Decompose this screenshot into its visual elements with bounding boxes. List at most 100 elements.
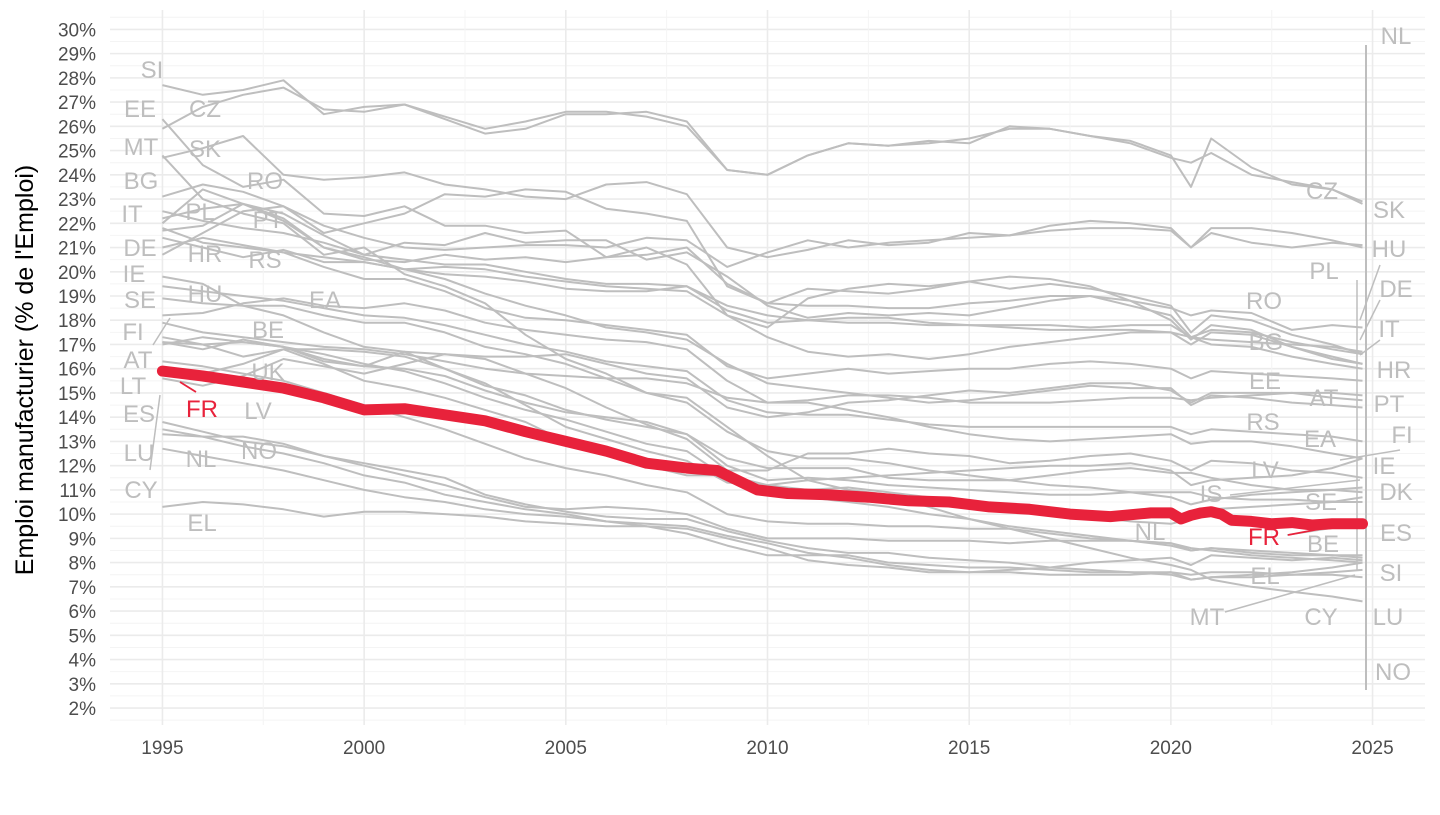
y-tick-label: 13% bbox=[58, 432, 96, 453]
series-label-end-lv: LV bbox=[1251, 457, 1279, 484]
series-label-start-pt: PT bbox=[253, 207, 284, 234]
series-label-start-uk: UK bbox=[251, 359, 284, 386]
label-leader-line bbox=[1359, 339, 1381, 356]
x-axis-ticks: 1995 2000 2005 2010 2015 2020 2025 bbox=[141, 738, 1393, 759]
y-tick-label: 21% bbox=[58, 239, 96, 260]
y-tick-label: 26% bbox=[58, 117, 96, 138]
series-label-start-pl: PL bbox=[185, 199, 214, 226]
y-tick-label: 19% bbox=[58, 287, 96, 308]
series-line-rs bbox=[162, 236, 1363, 365]
label-leader-line bbox=[1359, 299, 1381, 341]
series-label-start-at: AT bbox=[124, 347, 153, 374]
series-label-end-ea: EA bbox=[1304, 426, 1336, 453]
series-line-el bbox=[162, 501, 1363, 574]
series-line-ea bbox=[162, 285, 1363, 443]
series-line-cz bbox=[161, 86, 1363, 205]
series-label-start-es: ES bbox=[123, 401, 155, 428]
y-tick-label: 10% bbox=[58, 505, 96, 526]
y-tick-label: 6% bbox=[69, 602, 97, 623]
y-axis-ticks: 2% 3% 4% 5% 6% 7% 8% 9% 10% 11% 12% 13% 14% 15% 16% 17%… bbox=[58, 20, 96, 720]
y-tick-label: 27% bbox=[58, 93, 96, 114]
series-label-start-mt: MT bbox=[124, 134, 159, 161]
series-label-end-ie: IE bbox=[1373, 453, 1396, 480]
series-label-end-rs: RS bbox=[1246, 409, 1279, 436]
series-label-start-si: SI bbox=[141, 57, 164, 84]
y-tick-label: 11% bbox=[59, 481, 96, 502]
series-label-start-ee: EE bbox=[124, 96, 156, 123]
series-line-bg bbox=[161, 188, 1363, 370]
y-tick-label: 2% bbox=[69, 699, 97, 720]
series-label-start-sk: SK bbox=[189, 136, 221, 163]
series-label-end-mt: MT bbox=[1190, 604, 1225, 631]
x-tick-label: 2015 bbox=[948, 738, 990, 759]
y-tick-label: 17% bbox=[58, 335, 96, 356]
series-line-nl bbox=[162, 421, 1363, 557]
series-label-start-de: DE bbox=[123, 235, 156, 262]
series-label-end-sk: SK bbox=[1373, 197, 1405, 224]
series-label-end-el: EL bbox=[1250, 563, 1279, 590]
series-label-start-fr: FR bbox=[186, 396, 218, 423]
y-tick-label: 4% bbox=[69, 651, 97, 672]
series-label-end-it: IT bbox=[1378, 316, 1400, 343]
series-label-start-ro: RO bbox=[247, 168, 283, 195]
series-line-se bbox=[162, 297, 1363, 506]
series-line-it bbox=[162, 210, 1363, 356]
series-label-end-lu: LU bbox=[1373, 604, 1404, 631]
label-leader-line bbox=[149, 394, 161, 471]
series-label-start-hr: HR bbox=[188, 241, 223, 268]
series-label-end-at: AT bbox=[1310, 385, 1339, 412]
series-line-ie bbox=[162, 275, 1363, 487]
y-tick-label: 9% bbox=[69, 529, 97, 550]
label-leader-line bbox=[1224, 574, 1356, 613]
y-tick-label: 8% bbox=[69, 554, 97, 575]
series-line-fr bbox=[156, 365, 1368, 531]
series-label-end-nl: NL bbox=[1135, 519, 1166, 546]
x-tick-label: 2005 bbox=[545, 738, 587, 759]
series-label-end-de: DE bbox=[1379, 276, 1412, 303]
series-label-start-se: SE bbox=[124, 287, 156, 314]
y-tick-label: 3% bbox=[69, 675, 97, 696]
series-label-start-it: IT bbox=[121, 201, 143, 228]
y-tick-label: 25% bbox=[58, 142, 96, 163]
series-label-end-hu: HU bbox=[1372, 236, 1407, 263]
series-line-si bbox=[162, 79, 1363, 203]
series-line-no bbox=[162, 433, 1363, 579]
label-leader-line bbox=[1359, 264, 1381, 321]
y-tick-label: 22% bbox=[58, 214, 96, 235]
series-line-dk bbox=[162, 336, 1363, 503]
y-tick-label: 28% bbox=[58, 69, 96, 90]
series-label-end-is: IS bbox=[1200, 481, 1223, 508]
series-label-start-lv: LV bbox=[244, 398, 272, 425]
series-label-end-bg: BG bbox=[1249, 329, 1284, 356]
series-label-end-ee: EE bbox=[1249, 368, 1281, 395]
fr-series-group bbox=[156, 365, 1368, 531]
series-line-at bbox=[162, 321, 1363, 404]
series-label-end-pl: PL bbox=[1309, 258, 1338, 285]
series-label-end-ro: RO bbox=[1246, 288, 1282, 315]
series-line-fi bbox=[162, 297, 1363, 460]
series-line-lu bbox=[162, 428, 1363, 581]
series-line-pt bbox=[162, 202, 1363, 409]
series-line-uk bbox=[162, 360, 1363, 564]
grey-series-group bbox=[161, 79, 1363, 603]
series-label-end-be: BE bbox=[1307, 531, 1339, 558]
x-tick-label: 1995 bbox=[141, 738, 183, 759]
label-leader-line bbox=[1229, 479, 1361, 496]
series-labels: SI EE CZ MT SK BG RO IT PL PT DE HR RS IE HU SE EA FI BE AT… bbox=[120, 23, 1413, 686]
series-line-sk bbox=[162, 135, 1363, 259]
series-label-end-cy: CY bbox=[1304, 604, 1337, 631]
y-tick-label: 30% bbox=[58, 20, 96, 41]
series-label-start-ie: IE bbox=[123, 261, 146, 288]
y-tick-label: 15% bbox=[58, 384, 96, 405]
series-label-start-ea: EA bbox=[309, 287, 341, 314]
series-label-end-fi: FI bbox=[1391, 422, 1412, 449]
series-label-end-pt: PT bbox=[1374, 391, 1405, 418]
series-label-start-lt: LT bbox=[120, 373, 147, 400]
series-line-ro bbox=[162, 183, 1363, 356]
series-line-hr bbox=[162, 236, 1363, 382]
y-tick-label: 23% bbox=[58, 190, 96, 211]
series-label-start-bg: BG bbox=[124, 168, 159, 195]
series-label-start-cz: CZ bbox=[189, 96, 221, 123]
